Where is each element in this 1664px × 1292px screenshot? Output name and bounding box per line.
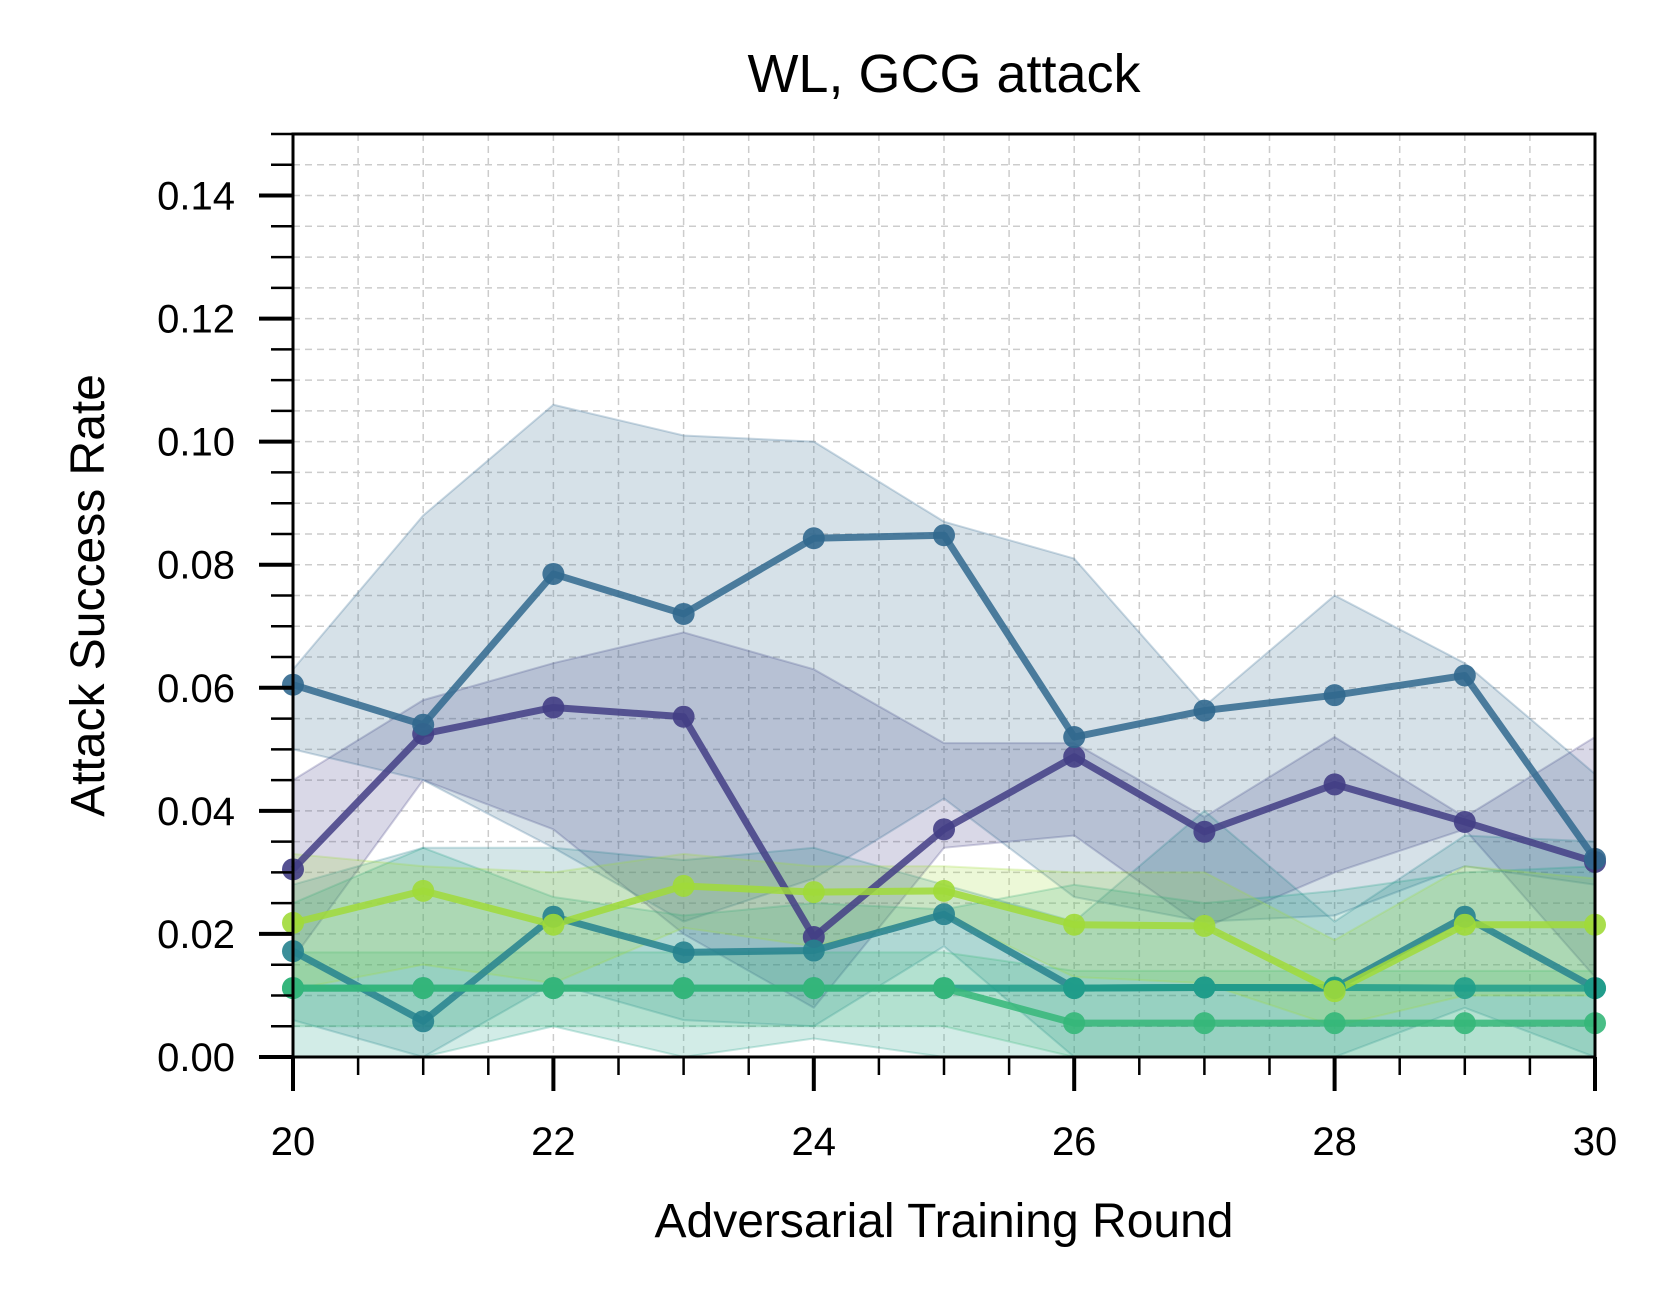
x-tick-label: 26 [1052, 1120, 1097, 1164]
series-points [282, 524, 1606, 1035]
y-tick-label: 0.08 [157, 544, 235, 588]
series-6-point [672, 874, 695, 897]
chart-title: WL, GCG attack [747, 44, 1141, 104]
x-tick-labels: 20 22 24 26 28 30 [271, 1120, 1618, 1164]
x-tick-label: 20 [271, 1120, 316, 1164]
series-4-point [1453, 977, 1476, 1000]
series-5-point [1323, 1012, 1346, 1035]
grid [292, 133, 1596, 1058]
series-5-point [1063, 1012, 1086, 1035]
series-2-point [933, 524, 955, 547]
series-3-point [412, 1010, 435, 1033]
series-5-point [672, 977, 695, 1000]
axis-ticks [259, 132, 1597, 1091]
series-1-point [672, 705, 695, 728]
y-tick-label: 0.06 [157, 667, 235, 711]
series-4-point [1063, 977, 1086, 1000]
series-5-point [1453, 1012, 1476, 1035]
series-2-point [802, 527, 825, 550]
series-1-point [1063, 745, 1086, 768]
y-axis-title: Attack Success Rate [62, 374, 115, 817]
series-2-point [412, 713, 435, 736]
series-6-point [802, 881, 825, 904]
series-2-point [1063, 726, 1086, 749]
x-tick-label: 28 [1312, 1120, 1357, 1164]
series-6-point [412, 879, 435, 902]
y-tick-label: 0.12 [157, 298, 235, 342]
series-2-point [542, 562, 565, 585]
x-tick-label: 30 [1573, 1120, 1618, 1164]
series-1-point [1193, 820, 1216, 843]
series-6-point [1063, 913, 1086, 936]
series-6-point [542, 913, 565, 936]
series-4-point [1193, 976, 1216, 999]
series-3-point [672, 941, 695, 964]
y-tick-label: 0.02 [157, 913, 235, 957]
series-2-point [1323, 684, 1346, 707]
series-1-point [542, 696, 565, 719]
y-tick-label: 0.14 [157, 175, 235, 219]
y-tick-label: 0.04 [157, 790, 235, 834]
x-axis-title: Adversarial Training Round [655, 1195, 1234, 1248]
y-tick-label: 0.10 [157, 421, 235, 465]
series-5-point [542, 977, 565, 1000]
series-3-point [933, 903, 955, 926]
series-5-point [933, 977, 955, 1000]
series-5-point [412, 977, 435, 1000]
series-2-point [672, 602, 695, 625]
series-1-point [1323, 773, 1346, 796]
series-1-point [1453, 810, 1476, 833]
x-tick-label: 24 [792, 1120, 837, 1164]
y-tick-labels: 0.00 0.02 0.04 0.06 0.08 0.10 0.12 0.14 [157, 175, 235, 1080]
x-tick-label: 22 [531, 1120, 576, 1164]
series-1-point [933, 818, 955, 841]
series-2-point [1193, 699, 1216, 722]
series-6-point [933, 879, 955, 902]
y-tick-label: 0.00 [157, 1036, 235, 1080]
series-6-point [1453, 913, 1476, 936]
series-5-point [1193, 1012, 1216, 1035]
series-6-point [1323, 980, 1346, 1003]
series-6-point [1193, 914, 1216, 937]
series-3-point [802, 939, 825, 962]
series-5-point [802, 977, 825, 1000]
series-2-point [1453, 664, 1476, 687]
